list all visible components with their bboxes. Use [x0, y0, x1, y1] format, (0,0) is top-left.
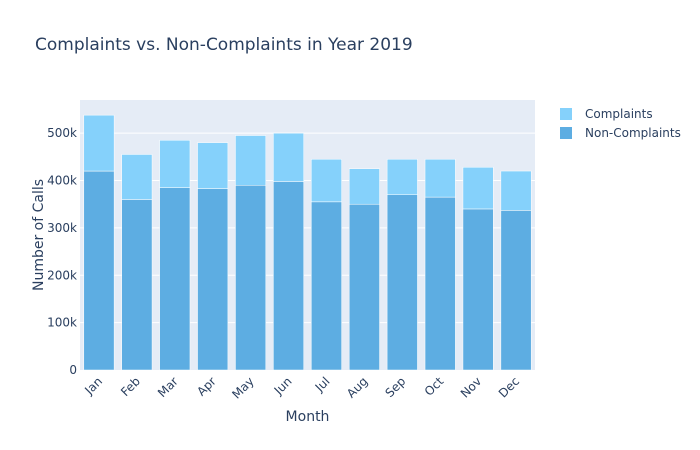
- bar-complaints-jan: [83, 114, 115, 172]
- bar-complaints-oct: [424, 158, 456, 198]
- bar-complaints-may: [235, 135, 267, 186]
- bar-non-complaints-apr: [197, 188, 229, 371]
- x-tick-label: Sep: [383, 374, 409, 400]
- x-tick-label: Apr: [194, 374, 219, 399]
- x-tick-label: Feb: [118, 374, 143, 399]
- bar-non-complaints-oct: [424, 196, 456, 371]
- bar-complaints-nov: [462, 167, 494, 210]
- y-tick-label: 400k: [47, 174, 77, 188]
- legend-label-non-complaints: Non-Complaints: [585, 126, 681, 140]
- bar-complaints-aug: [348, 168, 380, 205]
- bar-non-complaints-jun: [273, 181, 304, 371]
- x-tick-label: Jul: [312, 374, 333, 395]
- bar-non-complaints-mar: [159, 187, 191, 371]
- x-tick-label: Dec: [496, 374, 522, 400]
- y-tick-label: 200k: [47, 268, 77, 282]
- bar-non-complaints-jan: [83, 170, 115, 371]
- bar-non-complaints-aug: [348, 203, 380, 371]
- bar-non-complaints-may: [235, 185, 267, 371]
- x-tick-label: Jun: [271, 374, 295, 398]
- bar-complaints-apr: [197, 142, 229, 189]
- x-tick-label: Aug: [344, 374, 370, 400]
- y-tick-label: 100k: [47, 316, 77, 330]
- x-tick-label: Mar: [155, 374, 181, 400]
- plot-background: [80, 100, 535, 370]
- bar-complaints-jun: [273, 132, 304, 182]
- bar-non-complaints-sep: [386, 194, 418, 371]
- y-axis-title: Number of Calls: [31, 179, 47, 291]
- bar-non-complaints-dec: [500, 210, 532, 371]
- y-tick-label: 300k: [47, 221, 77, 235]
- bar-complaints-sep: [386, 158, 418, 195]
- y-tick-label: 0: [69, 363, 77, 377]
- bar-non-complaints-jul: [311, 201, 342, 371]
- bar-complaints-mar: [159, 140, 191, 188]
- legend-swatch-non-complaints: [560, 127, 572, 139]
- x-tick-label: Nov: [458, 374, 484, 400]
- bar-non-complaints-feb: [121, 199, 153, 371]
- bar-complaints-jul: [311, 158, 342, 203]
- chart-title: Complaints vs. Non-Complaints in Year 20…: [35, 35, 413, 55]
- bar-complaints-dec: [500, 170, 532, 211]
- legend-label-complaints: Complaints: [585, 107, 653, 121]
- x-axis-title: Month: [286, 409, 330, 425]
- x-tick-label: Jan: [81, 374, 105, 398]
- x-tick-label: May: [229, 374, 256, 401]
- plot-area: 0 100k 200k 300k 400k 500k Jan Feb Mar Apr May Jun J…: [47, 100, 535, 402]
- bar-non-complaints-nov: [462, 208, 494, 371]
- legend: Complaints Non-Complaints: [560, 107, 681, 140]
- legend-swatch-complaints: [560, 108, 572, 120]
- x-tick-label: Oct: [422, 374, 447, 399]
- y-tick-label: 500k: [47, 126, 77, 140]
- bar-complaints-feb: [121, 154, 153, 200]
